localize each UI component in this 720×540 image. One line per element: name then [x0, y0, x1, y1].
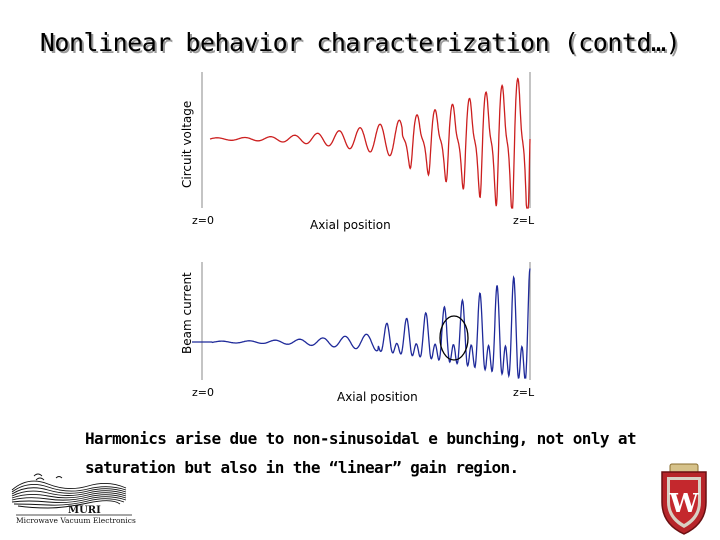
muri-logo: MURI Microwave Vacuum Electronics	[11, 473, 136, 525]
muri-logo-subtitle: Microwave Vacuum Electronics	[16, 516, 136, 525]
top-plot-waveform	[209, 77, 531, 209]
w-crest-logo: W	[661, 463, 707, 535]
crest-letter: W	[668, 489, 699, 519]
harmonic-highlight-circle	[439, 315, 469, 361]
slide-title: Nonlinear behavior characterization (con…	[39, 28, 681, 57]
muri-logo-beam-icon	[11, 473, 127, 509]
bottom-plot-waveform	[192, 268, 531, 379]
top-xlabel: Axial position	[310, 218, 391, 232]
bottom-xlabel: Axial position	[337, 390, 418, 404]
caption-line-2: saturation but also in the “linear” gain…	[85, 458, 519, 477]
caption-line-1: Harmonics arise due to non-sinusoidal e …	[85, 429, 637, 448]
muri-logo-text: MURI	[68, 505, 101, 516]
bottom-plot	[192, 262, 531, 380]
crest-field	[670, 480, 698, 524]
bottom-tick-z0: z=0	[192, 386, 214, 399]
top-tick-z0: z=0	[192, 214, 214, 227]
bottom-tick-zL: z=L	[513, 386, 535, 399]
top-plot	[201, 72, 531, 209]
caption: Harmonics arise due to non-sinusoidal e …	[85, 424, 695, 482]
top-tick-zL: z=L	[513, 214, 535, 227]
